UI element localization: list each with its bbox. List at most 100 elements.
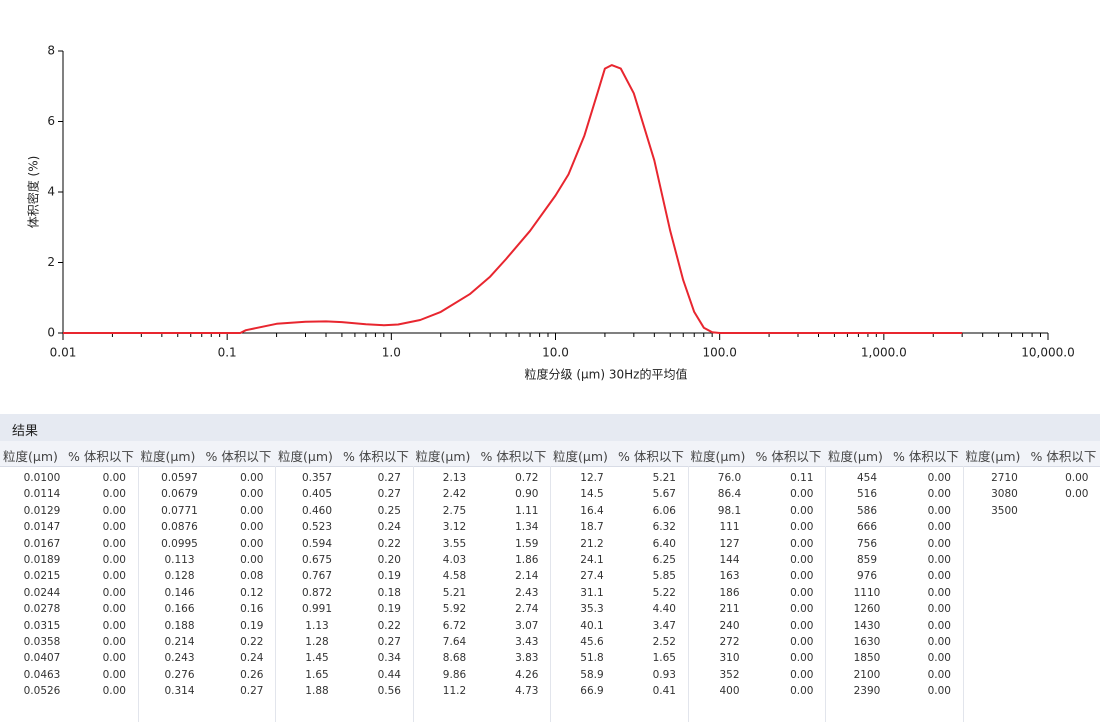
value-cell: 2.74	[515, 603, 539, 616]
column-divider	[825, 466, 826, 722]
x-tick-label: 1,000.0	[861, 346, 907, 360]
size-cell: 1430	[853, 619, 881, 632]
y-tick-label: 2	[47, 255, 55, 269]
value-cell: 3.07	[515, 619, 539, 632]
value-cell: 0.00	[240, 472, 264, 484]
value-cell: 0.72	[515, 472, 539, 484]
size-cell: 400	[719, 685, 740, 698]
size-cell: 4.03	[442, 554, 467, 566]
size-cell: 240	[719, 619, 740, 632]
size-cell: 12.7	[580, 472, 604, 484]
value-cell: 0.00	[927, 472, 951, 484]
size-cell: 0.0167	[23, 537, 61, 550]
value-cell: 0.00	[102, 521, 126, 534]
value-header: % 体积以下	[68, 449, 134, 464]
size-cell: 27.4	[580, 570, 604, 583]
size-header: 粒度(μm)	[690, 449, 746, 464]
value-cell: 0.00	[102, 554, 126, 566]
size-cell: 516	[856, 488, 878, 501]
value-cell: 0.26	[240, 668, 264, 681]
size-cell: 86.4	[717, 488, 742, 501]
y-tick-label: 4	[47, 185, 55, 199]
value-header: % 体积以下	[755, 449, 822, 464]
value-cell: 3.83	[515, 652, 539, 665]
value-cell: 1.59	[515, 537, 539, 550]
size-cell: 66.9	[580, 685, 604, 698]
value-header: % 体积以下	[1030, 449, 1097, 464]
value-cell: 0.00	[927, 554, 951, 566]
value-cell: 0.00	[790, 586, 814, 599]
value-cell: 5.22	[652, 586, 676, 599]
value-cell: 0.27	[377, 488, 401, 501]
size-cell: 0.523	[301, 521, 333, 534]
value-cell: 0.00	[790, 652, 814, 665]
size-cell: 3.55	[442, 537, 467, 550]
size-cell: 40.1	[580, 619, 604, 632]
value-cell: 0.24	[240, 652, 264, 665]
size-cell: 16.4	[580, 504, 604, 517]
size-cell: 7.64	[442, 636, 467, 648]
value-cell: 0.00	[927, 636, 951, 648]
size-cell: 31.1	[580, 586, 604, 599]
value-cell: 6.25	[652, 554, 676, 566]
value-cell: 0.00	[240, 504, 264, 517]
value-cell: 0.19	[377, 603, 401, 616]
x-tick-label: 0.1	[218, 346, 237, 360]
size-cell: 0.0358	[23, 636, 61, 648]
size-cell: 127	[719, 537, 740, 550]
size-cell: 14.5	[580, 488, 604, 501]
size-cell: 163	[719, 570, 740, 583]
value-header: % 体积以下	[480, 449, 547, 464]
value-cell: 0.08	[240, 570, 264, 583]
value-cell: 0.25	[377, 504, 401, 517]
size-cell: 1.28	[305, 636, 329, 648]
value-cell: 0.41	[652, 685, 676, 698]
value-cell: 0.18	[377, 586, 401, 599]
size-cell: 0.0771	[161, 504, 198, 517]
size-cell: 51.8	[580, 652, 604, 665]
value-cell: 0.22	[377, 537, 401, 550]
value-cell: 0.22	[377, 619, 401, 632]
size-cell: 9.86	[442, 668, 467, 681]
value-cell: 0.20	[377, 554, 401, 566]
column-divider	[687, 466, 689, 722]
size-cell: 2.75	[442, 504, 467, 517]
value-cell: 4.73	[515, 685, 539, 698]
value-cell: 0.27	[377, 636, 401, 648]
value-cell: 0.00	[927, 603, 951, 616]
column-divider	[962, 466, 964, 722]
value-cell: 0.44	[377, 668, 401, 681]
value-cell: 0.00	[102, 586, 126, 599]
size-cell: 0.991	[301, 603, 333, 616]
value-cell: 2.52	[652, 636, 676, 648]
value-cell: 0.00	[790, 685, 814, 698]
value-cell: 0.00	[1065, 472, 1089, 484]
value-cell: 6.32	[652, 521, 676, 534]
value-cell: 2.14	[515, 570, 539, 583]
size-header: 粒度(μm)	[278, 449, 333, 464]
size-cell: 1850	[853, 652, 881, 665]
size-cell: 0.0147	[23, 521, 61, 534]
value-cell: 1.11	[515, 504, 539, 517]
size-cell: 454	[856, 472, 878, 484]
size-cell: 0.0114	[23, 488, 61, 501]
value-cell: 0.16	[240, 603, 264, 616]
size-header: 粒度(μm)	[415, 449, 471, 464]
size-cell: 211	[719, 603, 740, 616]
value-cell: 0.00	[102, 636, 126, 648]
column-divider	[137, 466, 139, 722]
x-tick-label: 10,000.0	[1021, 346, 1074, 360]
y-tick-label: 0	[47, 326, 55, 340]
size-cell: 0.405	[301, 488, 333, 501]
size-cell: 0.314	[164, 685, 195, 698]
size-header: 粒度(μm)	[828, 449, 883, 464]
size-cell: 352	[719, 668, 740, 681]
value-cell: 4.26	[515, 668, 539, 681]
size-cell: 1.13	[305, 619, 329, 632]
value-cell: 0.27	[240, 685, 264, 698]
value-cell: 0.22	[240, 636, 264, 648]
size-cell: 11.2	[442, 685, 467, 698]
column-divider	[412, 466, 414, 722]
size-cell: 98.1	[717, 504, 742, 517]
